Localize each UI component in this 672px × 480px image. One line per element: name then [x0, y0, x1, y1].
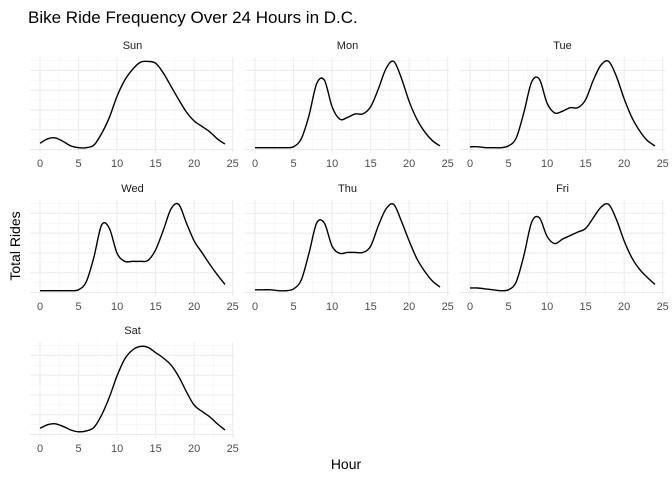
x-tick-label: 25: [657, 301, 669, 313]
x-tick-label: 25: [442, 301, 454, 313]
facet-panel-mon: Mon 0 5 10 15 20 25: [245, 40, 454, 170]
x-tick-label: 5: [505, 301, 511, 313]
x-tick-label: 0: [37, 443, 43, 455]
x-tick-label: 15: [149, 158, 161, 170]
x-tick-label: 10: [111, 443, 123, 455]
x-tick-label: 10: [326, 158, 338, 170]
facet-panel-sat: Sat 0 5 10 15 20 25: [30, 325, 239, 455]
x-tick-label: 25: [227, 301, 239, 313]
x-tick-label: 15: [579, 301, 591, 313]
panel-grid: [30, 200, 235, 296]
x-tick-label: 5: [290, 301, 296, 313]
series-line-tue: [470, 60, 656, 149]
x-tick-label: 25: [227, 443, 239, 455]
x-tick-label: 0: [252, 301, 258, 313]
x-tick-label: 0: [37, 158, 43, 170]
x-tick-label: 25: [227, 158, 239, 170]
facet-panel-tue: Tue 0 5 10 15 20 25: [460, 40, 669, 170]
x-tick-label: 10: [111, 301, 123, 313]
x-tick-label: 0: [467, 158, 473, 170]
facet-label: Sun: [123, 40, 143, 52]
x-tick-label: 5: [75, 301, 81, 313]
x-tick-label: 0: [252, 158, 258, 170]
panel-grid: [30, 57, 235, 153]
facet-label: Sat: [124, 325, 141, 337]
x-tick-label: 0: [467, 301, 473, 313]
y-axis-label: Total Rides: [7, 211, 23, 280]
panel-grid: [245, 200, 450, 296]
chart-title: Bike Ride Frequency Over 24 Hours in D.C…: [28, 8, 358, 27]
facet-label: Thu: [338, 183, 357, 195]
x-tick-label: 20: [188, 443, 200, 455]
x-tick-label: 10: [541, 158, 553, 170]
facet-panel-fri: Fri 0 5 10 15 20 25: [460, 183, 669, 313]
x-tick-label: 5: [290, 158, 296, 170]
x-tick-label: 5: [75, 443, 81, 455]
x-tick-label: 15: [579, 158, 591, 170]
facet-label: Tue: [553, 40, 572, 52]
x-tick-label: 25: [657, 158, 669, 170]
x-tick-label: 10: [326, 301, 338, 313]
x-tick-label: 15: [149, 443, 161, 455]
x-tick-label: 20: [188, 301, 200, 313]
x-tick-label: 15: [149, 301, 161, 313]
x-tick-label: 15: [364, 158, 376, 170]
series-line-sun: [39, 60, 226, 149]
x-tick-label: 25: [442, 158, 454, 170]
panel-grid: [460, 200, 665, 296]
facet-panel-thu: Thu 0 5 10 15 20 25: [245, 183, 454, 313]
x-tick-label: 20: [403, 301, 415, 313]
panel-grid: [460, 57, 665, 153]
x-tick-label: 10: [111, 158, 123, 170]
facet-label: Fri: [556, 183, 569, 195]
x-tick-label: 20: [618, 158, 630, 170]
series-line-thu: [255, 203, 441, 292]
x-axis-label: Hour: [331, 456, 362, 472]
panel-grid: [245, 57, 450, 153]
facet-panel-sun: Sun 0 5 10 15 20 25: [30, 40, 239, 170]
x-tick-label: 15: [364, 301, 376, 313]
series-line-fri: [470, 202, 656, 292]
series-line-wed: [40, 202, 226, 292]
series-line-mon: [255, 60, 441, 149]
x-tick-label: 10: [541, 301, 553, 313]
series-line-sat: [39, 345, 226, 433]
facet-panel-wed: Wed 0 5 10 15 20 25: [30, 183, 239, 313]
panel-grid: [30, 342, 235, 438]
x-tick-label: 20: [188, 158, 200, 170]
x-tick-label: 20: [618, 301, 630, 313]
x-tick-label: 5: [505, 158, 511, 170]
x-tick-label: 20: [403, 158, 415, 170]
x-tick-label: 0: [37, 301, 43, 313]
x-tick-label: 5: [75, 158, 81, 170]
facet-label: Wed: [121, 183, 143, 195]
facet-label: Mon: [337, 40, 358, 52]
